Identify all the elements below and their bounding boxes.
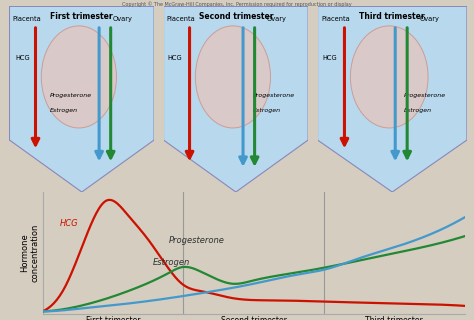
Text: Progesterone: Progesterone (404, 93, 447, 98)
Ellipse shape (350, 26, 428, 128)
Y-axis label: Hormone
concentration: Hormone concentration (20, 224, 40, 282)
Text: Estrogen: Estrogen (404, 108, 432, 113)
Text: HCG: HCG (322, 55, 337, 61)
Text: Placenta: Placenta (321, 16, 350, 22)
Text: Ovary: Ovary (419, 16, 439, 22)
Ellipse shape (41, 26, 117, 128)
Text: Estrogen: Estrogen (253, 108, 281, 113)
Text: Estrogen: Estrogen (50, 108, 78, 113)
Text: First trimester: First trimester (50, 12, 113, 21)
Polygon shape (164, 6, 308, 192)
Text: Ovary: Ovary (112, 16, 132, 22)
Text: HCG: HCG (60, 219, 78, 228)
Text: HCG: HCG (168, 55, 182, 61)
Text: Third trimester: Third trimester (359, 12, 425, 21)
Text: Placenta: Placenta (166, 16, 195, 22)
Text: Progesterone: Progesterone (169, 236, 225, 245)
Text: Copyright © The McGraw-Hill Companies, Inc. Permission required for reproduction: Copyright © The McGraw-Hill Companies, I… (122, 2, 352, 7)
Text: Progesterone: Progesterone (50, 93, 92, 98)
Text: Estrogen: Estrogen (152, 258, 190, 267)
Text: Ovary: Ovary (266, 16, 286, 22)
Text: Placenta: Placenta (12, 16, 41, 22)
Text: Progesterone: Progesterone (253, 93, 295, 98)
Text: HCG: HCG (15, 55, 30, 61)
Text: Second trimester: Second trimester (199, 12, 273, 21)
Ellipse shape (195, 26, 271, 128)
Polygon shape (318, 6, 467, 192)
Polygon shape (9, 6, 154, 192)
